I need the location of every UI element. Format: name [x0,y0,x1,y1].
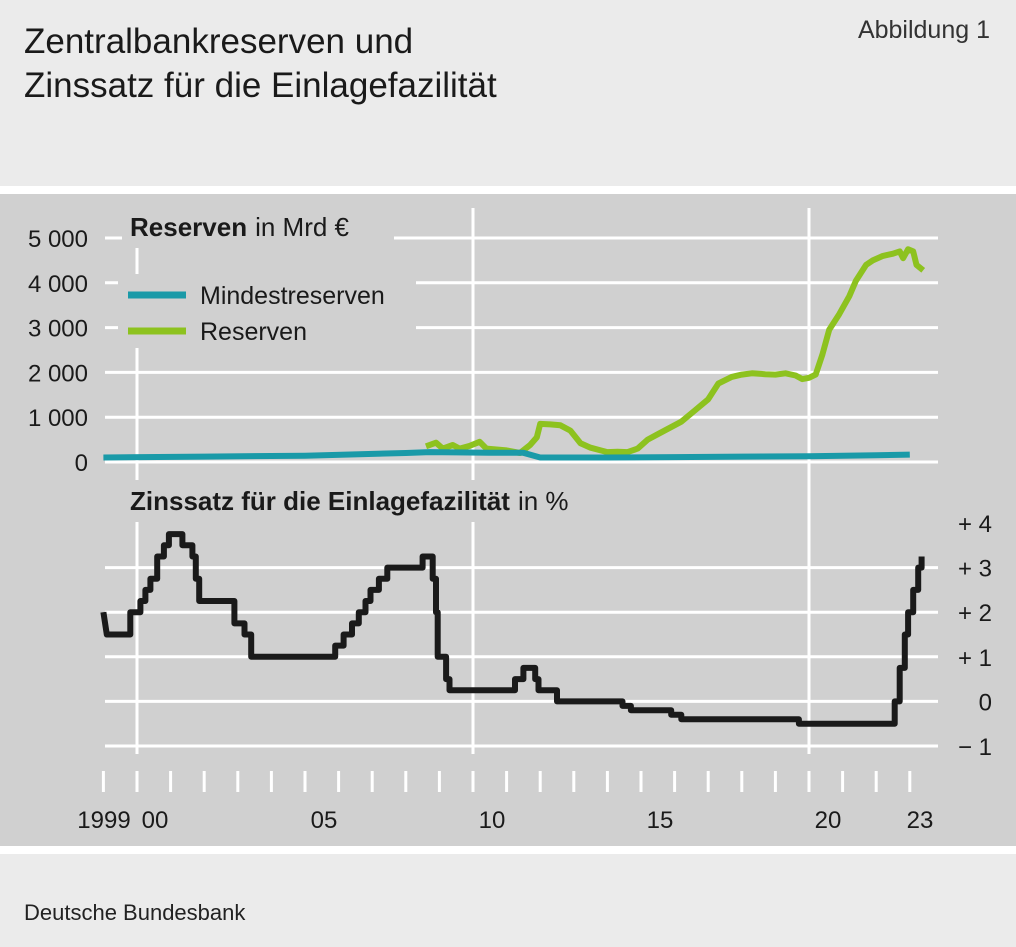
chart-panel: 0 1 000 2 000 3 000 4 000 5 000 − 1 0 + 1 + 2 + 3… [0,194,1016,846]
figure-label: Abbildung 1 [857,16,990,44]
series-line-reserven [424,246,926,456]
legend-label-mindestreserven: Mindestreserven [200,282,385,310]
reserven-y-tick-label: 5 000 [28,226,88,253]
zinssatz-y-tick-label: + 1 [958,645,992,672]
x-axis: 1999 00 05 10 15 20 23 [77,771,933,834]
chart-title-line-2: Zinssatz für die Einlagefazilität [24,66,497,105]
series-line-zinssatz [100,531,925,727]
x-tick-label-2005: 05 [311,807,338,834]
reserven-y-tick-label: 1 000 [28,405,88,432]
header: Zentralbankreserven und Zinssatz für die… [0,0,1016,186]
footer: Deutsche Bundesbank [0,856,1016,947]
source-label: Deutsche Bundesbank [24,900,246,925]
reserven-y-tick-label: 3 000 [28,316,88,343]
chart-title-line-1: Zentralbankreserven und [24,22,414,61]
zinssatz-title-bold: Zinssatz für die Einlagefazilität [130,486,510,516]
reserven-gridlines [105,236,938,464]
zinssatz-y-tick-label: 0 [979,689,992,716]
zinssatz-title-bg [122,480,650,522]
series-layer [100,246,926,727]
x-tick-label-2000: 00 [142,807,169,834]
zinssatz-gridlines [105,566,938,748]
zinssatz-y-tick-label: + 2 [958,600,992,627]
reserven-title-bg [122,208,394,248]
zinssatz-title-unit: in % [518,486,569,516]
top-divider [0,186,1016,194]
reserven-panel-title: Reserven in Mrd € [130,212,350,242]
x-tick-label-2020: 20 [815,807,842,834]
reserven-title-unit: in Mrd € [255,212,349,242]
legend: Mindestreserven Reserven [118,274,416,348]
legend-bg [118,274,416,348]
reserven-y-tick-label: 4 000 [28,271,88,298]
zinssatz-panel-title: Zinssatz für die Einlagefazilität in % [130,486,569,516]
legend-label-reserven: Reserven [200,318,307,346]
x-tick-label-2023: 23 [907,807,934,834]
x-tick-label-2015: 15 [647,807,674,834]
reserven-y-axis: 0 1 000 2 000 3 000 4 000 5 000 [28,226,88,477]
zinssatz-y-tick-label: + 4 [958,511,992,538]
zinssatz-y-tick-label: + 3 [958,556,992,583]
x-tick-label-1999: 1999 [77,807,130,834]
chart-title: Zentralbankreserven und Zinssatz für die… [24,20,497,108]
zinssatz-y-tick-label: − 1 [958,734,992,761]
chart-svg: 0 1 000 2 000 3 000 4 000 5 000 − 1 0 + 1 + 2 + 3… [28,208,992,834]
reserven-title-bold: Reserven [130,212,247,242]
x-tick-label-2010: 10 [479,807,506,834]
reserven-y-tick-label: 0 [75,450,88,477]
bottom-divider [0,846,1016,854]
zinssatz-y-axis: − 1 0 + 1 + 2 + 3 + 4 [958,511,992,761]
reserven-y-tick-label: 2 000 [28,360,88,387]
series-line-mindestreserven [103,449,910,461]
